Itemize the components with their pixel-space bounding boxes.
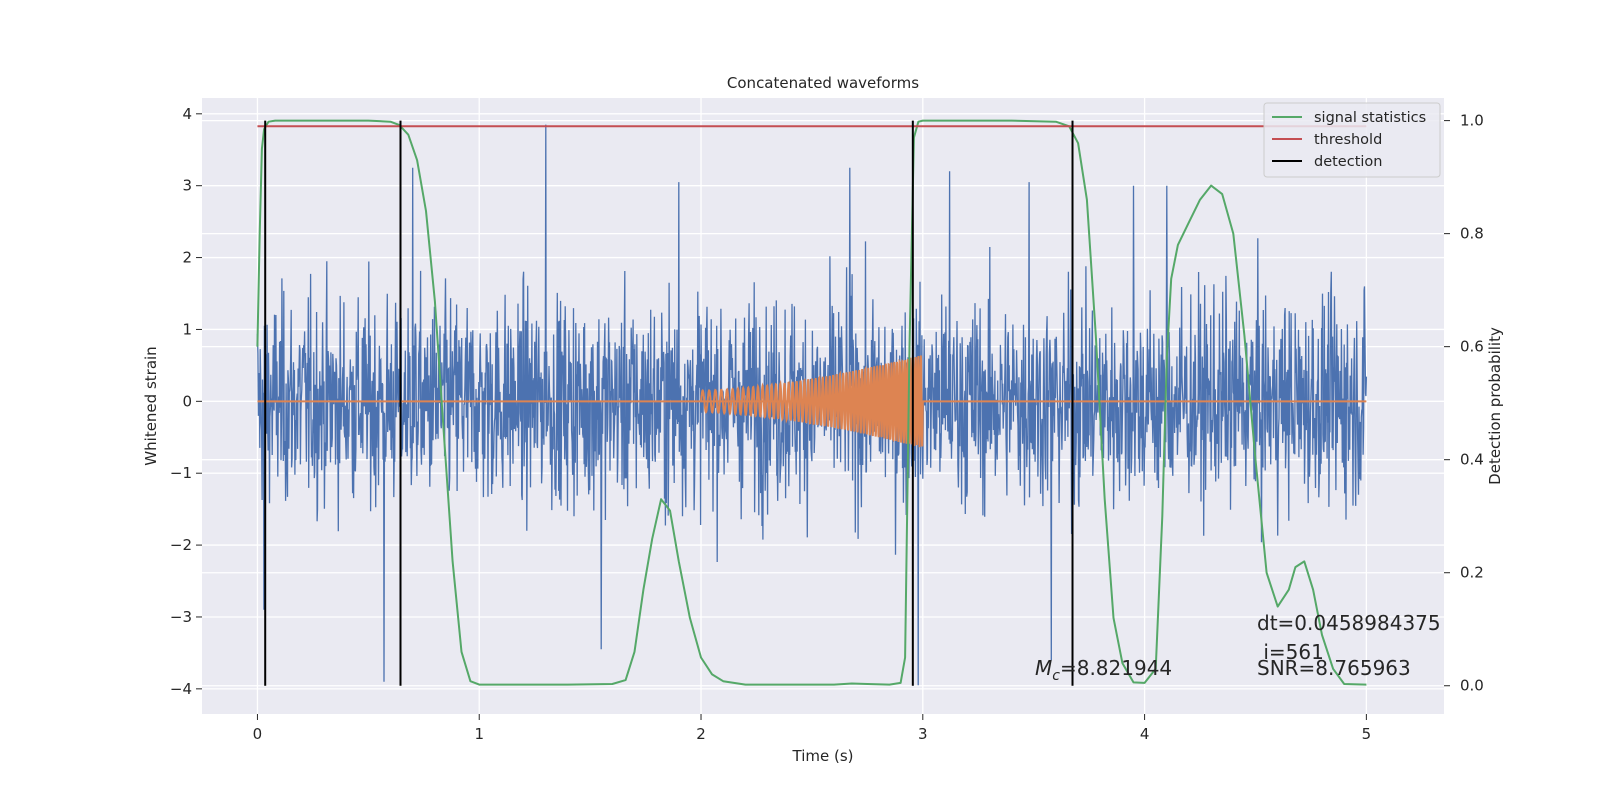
- y2-axis-title: Detection probability: [1486, 327, 1504, 485]
- strain-line: [256, 124, 1368, 686]
- y2-tick-label: 0.4: [1460, 451, 1484, 469]
- snr-annotation: SNR=8.765963: [1257, 656, 1411, 680]
- whitened-strain-series: [256, 124, 1368, 686]
- y2-tick-label: 0.2: [1460, 564, 1484, 582]
- y-tick-label: 3: [182, 177, 192, 195]
- mc-annotation: Mc=8.821944: [1035, 656, 1172, 684]
- chart-title: Concatenated waveforms: [727, 74, 919, 92]
- y2-tick-label: 0.8: [1460, 225, 1484, 243]
- y-axis-title: Whitened strain: [142, 346, 160, 465]
- y-axis-right: 0.0 0.2 0.4 0.6 0.8 1.0: [1444, 112, 1484, 695]
- x-tick-label: 1: [474, 725, 484, 743]
- y-tick-label: 1: [182, 320, 192, 338]
- x-tick-label: 2: [696, 725, 706, 743]
- x-axis: 0 1 2 3 4 5: [253, 714, 1371, 743]
- y-tick-label: 2: [182, 249, 192, 267]
- index-annotation: i=561: [1257, 640, 1324, 664]
- legend-label-threshold: threshold: [1314, 132, 1382, 148]
- y-tick-label: −4: [170, 680, 192, 698]
- legend-label-detection: detection: [1314, 154, 1382, 170]
- y-tick-label: −2: [170, 536, 192, 554]
- y-tick-label: −1: [170, 464, 192, 482]
- mc-symbol: M: [1035, 656, 1052, 680]
- y2-tick-label: 0.6: [1460, 338, 1484, 356]
- x-tick-label: 3: [918, 725, 928, 743]
- x-axis-title: Time (s): [792, 747, 854, 765]
- y-tick-label: 0: [182, 392, 192, 410]
- x-tick-label: 5: [1362, 725, 1372, 743]
- detection-series: [264, 120, 1074, 686]
- y-tick-label: −3: [170, 608, 192, 626]
- legend-label-signal-statistics: signal statistics: [1314, 110, 1426, 126]
- grid: [202, 98, 1444, 714]
- mc-subscript: c: [1052, 668, 1060, 684]
- x-tick-label: 0: [253, 725, 263, 743]
- y2-tick-label: 1.0: [1460, 112, 1484, 130]
- legend: signal statistics threshold detection: [1263, 102, 1441, 178]
- y-axis-left: −4 −3 −2 −1 0 1 2 3 4: [170, 105, 202, 698]
- signal-statistics-line: [256, 119, 1367, 686]
- legend-box: [1263, 102, 1441, 178]
- y2-tick-label: 0.0: [1460, 677, 1484, 695]
- mc-value: =8.821944: [1060, 656, 1172, 680]
- x-tick-label: 4: [1140, 725, 1150, 743]
- chirp-line: [700, 355, 924, 448]
- dt-annotation: dt=0.0458984375: [1257, 611, 1441, 635]
- y-tick-label: 4: [182, 105, 192, 123]
- signal-statistics-series: [256, 119, 1367, 686]
